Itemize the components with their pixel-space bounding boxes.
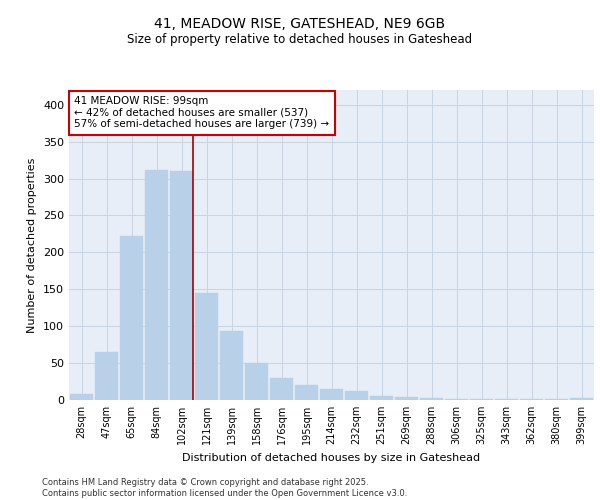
Bar [195, 293, 218, 400]
Bar [70, 394, 93, 400]
Bar [145, 170, 168, 400]
Bar [320, 389, 343, 400]
Bar [395, 397, 418, 400]
Bar [370, 396, 393, 400]
Text: 41, MEADOW RISE, GATESHEAD, NE9 6GB: 41, MEADOW RISE, GATESHEAD, NE9 6GB [154, 18, 446, 32]
Bar [420, 398, 443, 400]
Bar [445, 398, 468, 400]
Bar [245, 363, 268, 400]
Text: Contains HM Land Registry data © Crown copyright and database right 2025.
Contai: Contains HM Land Registry data © Crown c… [42, 478, 407, 498]
Y-axis label: Number of detached properties: Number of detached properties [28, 158, 37, 332]
Bar [345, 391, 368, 400]
Bar [170, 171, 193, 400]
Bar [220, 332, 243, 400]
Text: Size of property relative to detached houses in Gateshead: Size of property relative to detached ho… [127, 32, 473, 46]
Text: 41 MEADOW RISE: 99sqm
← 42% of detached houses are smaller (537)
57% of semi-det: 41 MEADOW RISE: 99sqm ← 42% of detached … [74, 96, 329, 130]
Bar [95, 352, 118, 400]
Bar [120, 236, 143, 400]
Bar [570, 398, 593, 400]
X-axis label: Distribution of detached houses by size in Gateshead: Distribution of detached houses by size … [182, 452, 481, 462]
Bar [270, 378, 293, 400]
Bar [295, 385, 318, 400]
